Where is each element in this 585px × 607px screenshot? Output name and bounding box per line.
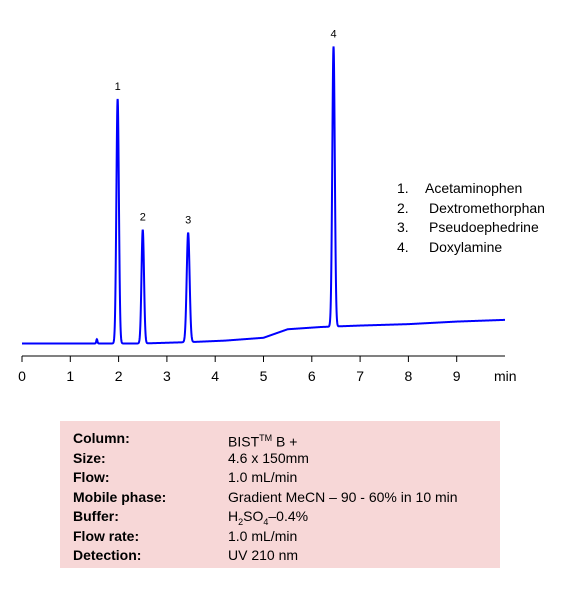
x-tick-label: 0	[18, 368, 26, 384]
condition-value: 4.6 x 150mm	[228, 449, 309, 466]
chromatogram-trace	[22, 46, 505, 345]
legend-number: 2.	[397, 199, 409, 216]
legend-item: 3. Pseudoephedrine	[397, 218, 545, 238]
legend-number: 3.	[397, 219, 409, 235]
peak-label: 3	[185, 215, 191, 227]
condition-size: Size: 4.6 x 150mm	[73, 449, 500, 469]
x-axis-unit-label: min	[494, 368, 517, 384]
condition-label: Flow:	[73, 469, 110, 485]
condition-value: BISTTM B +	[228, 433, 298, 450]
condition-value: UV 210 nm	[228, 547, 299, 563]
legend-name: Doxylamine	[429, 238, 503, 255]
condition-flow: Flow: 1.0 mL/min	[73, 468, 500, 488]
peak-label: 2	[140, 212, 146, 224]
x-tick-label: 9	[453, 368, 461, 384]
condition-label: Mobile phase:	[73, 488, 167, 505]
condition-value: 1.0 mL/min	[228, 469, 298, 485]
x-tick-label: 7	[356, 368, 364, 384]
peak-legend: 1. Acetaminophen 2. Dextromethorphan 3. Pse…	[397, 179, 545, 257]
legend-item: 1. Acetaminophen	[397, 179, 545, 199]
conditions-panel: Column: BISTTM B + Size: 4.6 x 150mm Flo…	[60, 421, 500, 568]
x-tick-label: 8	[405, 368, 413, 384]
condition-value: Gradient MeCN – 90 - 60% in 10 min	[228, 488, 458, 505]
x-tick-label: 6	[308, 368, 316, 384]
condition-buffer: Buffer: H2SO4–0.4%	[73, 507, 500, 527]
condition-label: Detection:	[73, 547, 142, 563]
peak-label: 4	[330, 28, 336, 40]
x-tick-label: 2	[115, 368, 123, 384]
chromatogram: 0 1 2 3 4 5 6 7 8 9 min 1 2 3 4	[18, 28, 517, 384]
legend-number: 1.	[397, 180, 409, 196]
condition-mobile-phase: Mobile phase: Gradient MeCN – 90 - 60% i…	[73, 488, 500, 508]
x-tick-label: 5	[260, 368, 268, 384]
condition-column: Column: BISTTM B +	[73, 429, 500, 450]
legend-name: Acetaminophen	[425, 180, 523, 196]
x-tick-label: 1	[66, 368, 74, 384]
condition-flow-rate: Flow rate: 1.0 mL/min	[73, 527, 500, 547]
condition-label: Flow rate:	[73, 527, 140, 544]
legend-name: Dextromethorphan	[429, 199, 545, 216]
legend-item: 2. Dextromethorphan	[397, 199, 545, 219]
condition-label: Column:	[73, 430, 130, 446]
condition-value: H2SO4–0.4%	[228, 508, 309, 527]
condition-detection: Detection: UV 210 nm	[73, 546, 500, 566]
legend-name: Pseudoephedrine	[429, 219, 539, 235]
legend-item: 4. Doxylamine	[397, 238, 545, 258]
x-tick-label: 4	[211, 368, 219, 384]
condition-label: Buffer:	[73, 508, 119, 524]
peak-label: 1	[115, 81, 121, 93]
condition-label: Size:	[73, 449, 106, 466]
x-tick-label: 3	[163, 368, 171, 384]
legend-number: 4.	[397, 238, 409, 255]
condition-value: 1.0 mL/min	[228, 527, 298, 544]
